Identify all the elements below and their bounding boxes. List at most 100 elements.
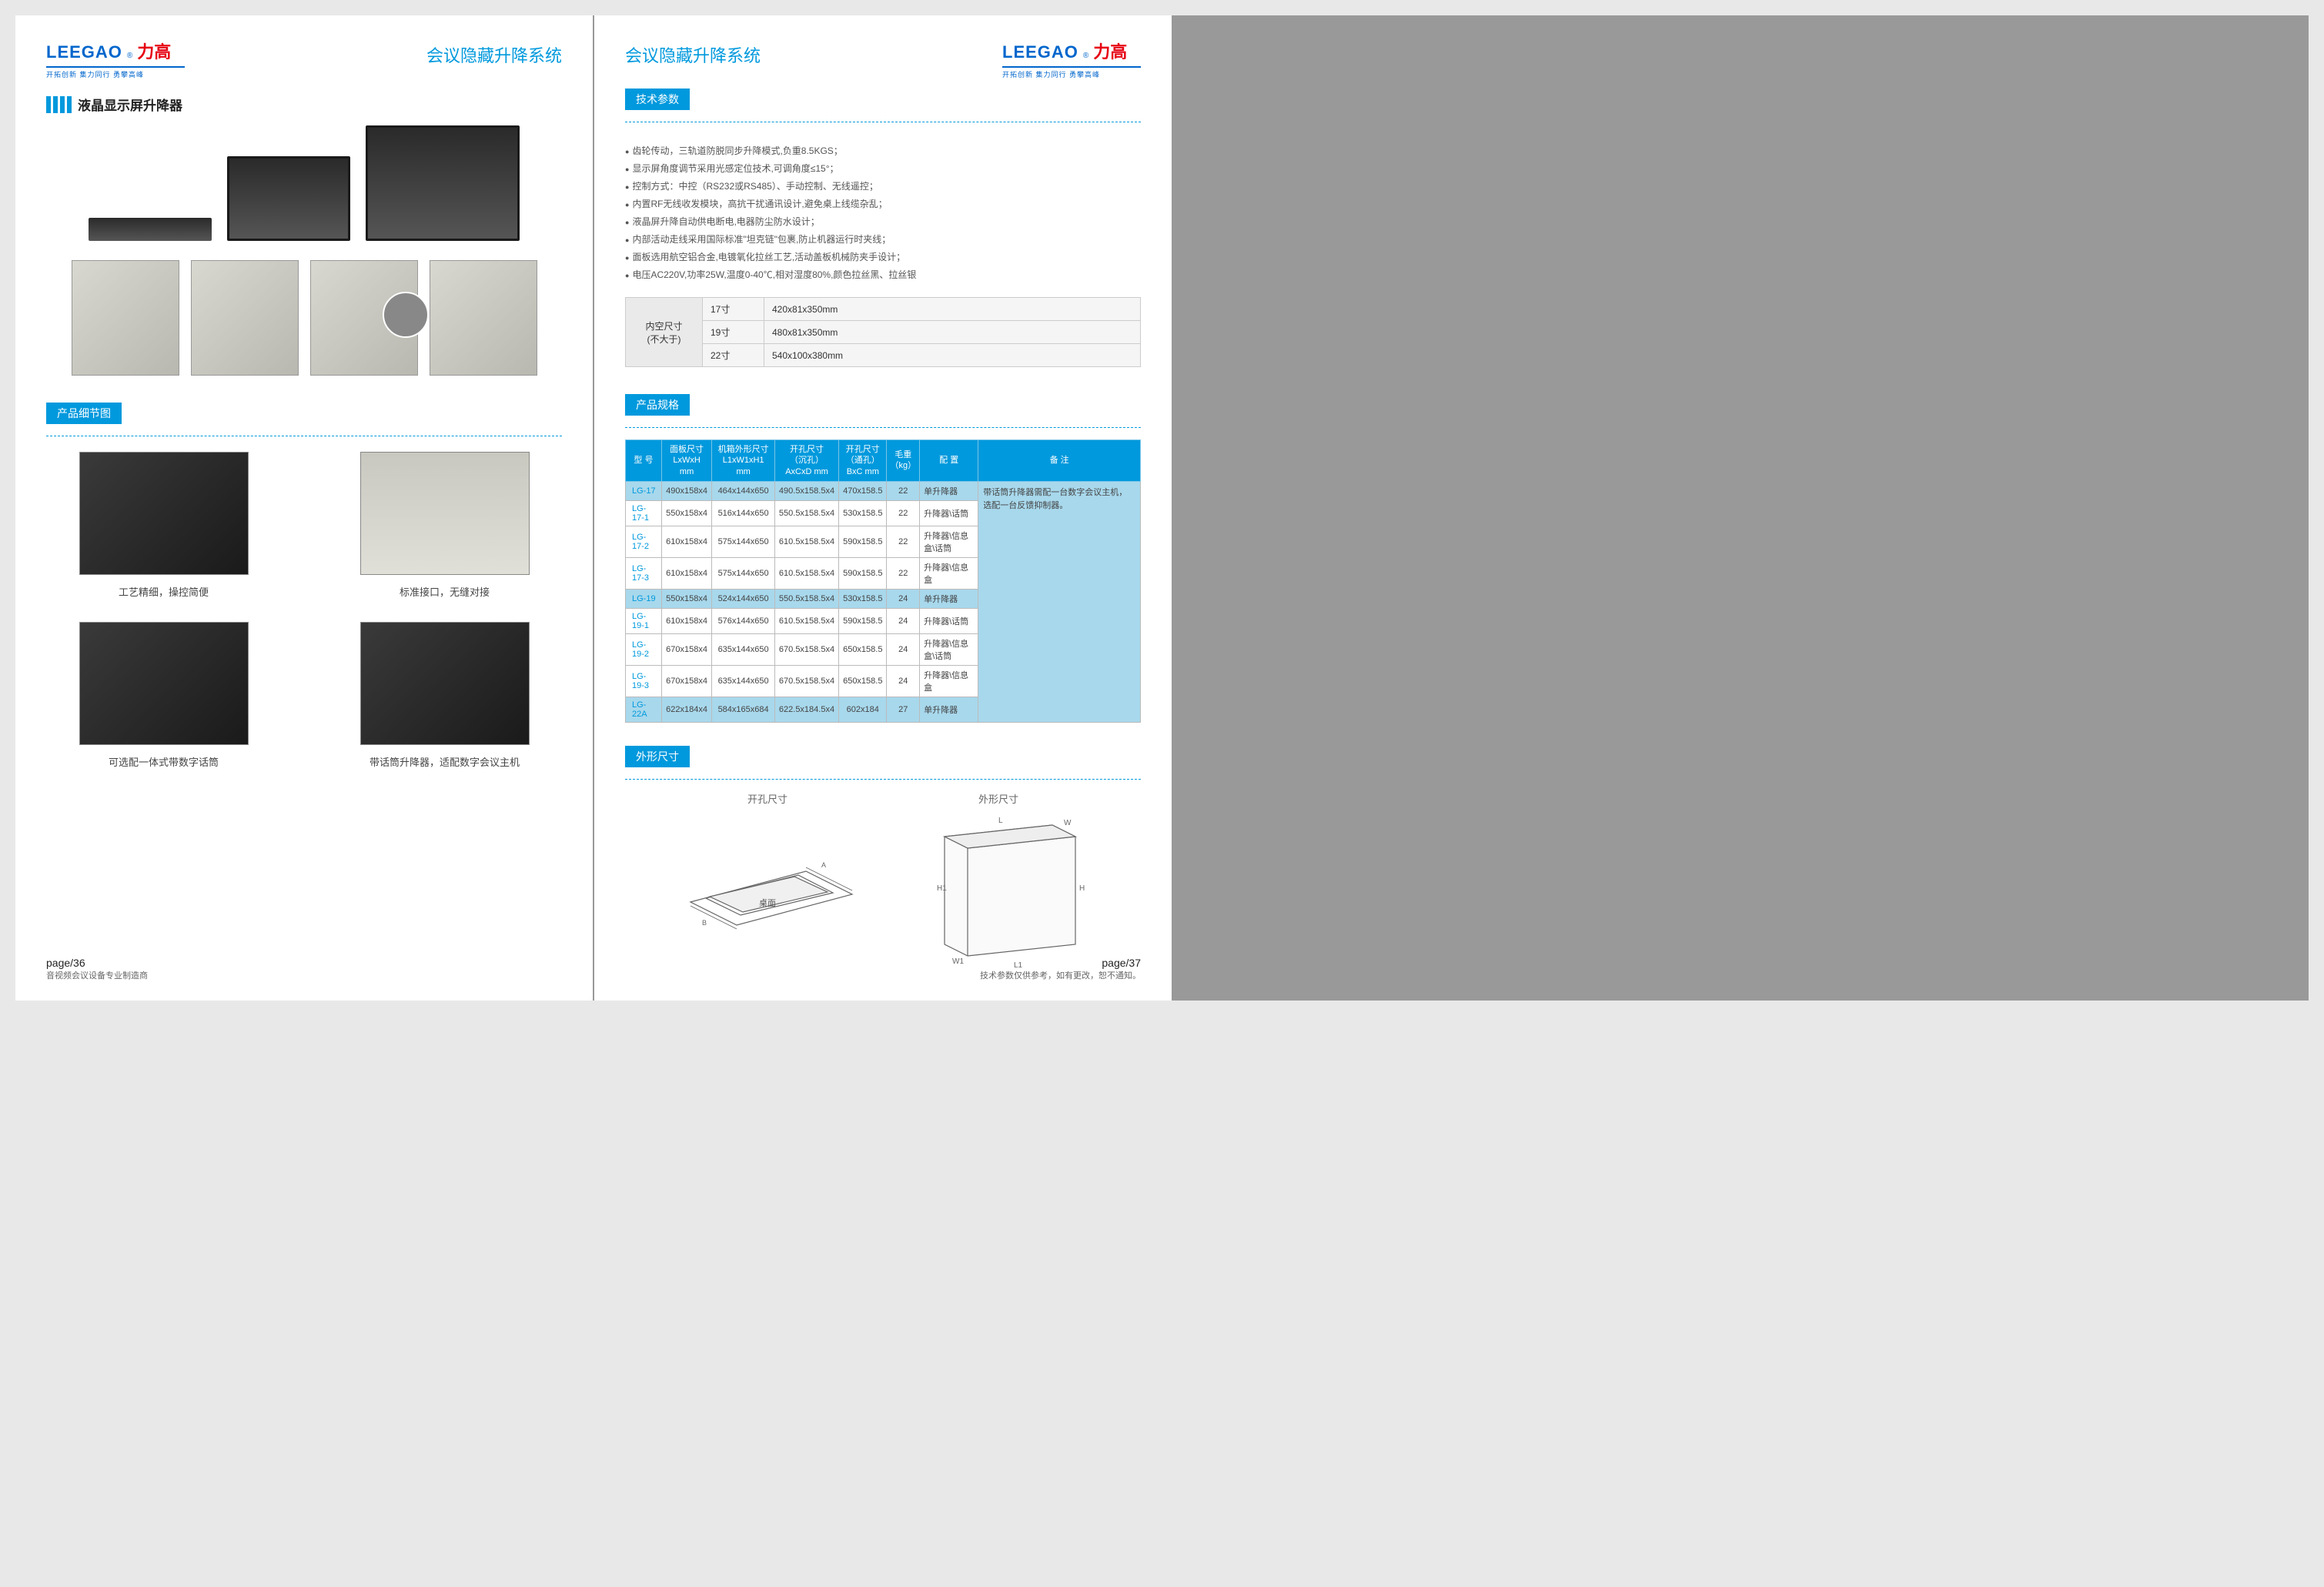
spec-header-cell: 开孔尺寸 （通孔） BxC mm xyxy=(839,440,887,482)
spec-cell: 610x158x4 xyxy=(661,608,711,633)
product-image-open xyxy=(366,125,520,241)
spec-cell: LG-19 xyxy=(626,589,662,608)
spec-cell: 550.5x158.5x4 xyxy=(774,500,838,526)
spec-cell: 635x144x650 xyxy=(712,665,775,697)
svg-text:B: B xyxy=(702,919,707,927)
section-heading-lcd: 液晶显示屏升降器 xyxy=(46,95,562,114)
spec-cell: 575x144x650 xyxy=(712,526,775,557)
detail-item-1: 工艺精细，操控简便 xyxy=(46,452,281,599)
tech-spec-list: 齿轮传动，三轨道防脱同步升降模式,负重8.5KGS；显示屏角度调节采用光感定位技… xyxy=(625,134,1141,291)
svg-text:H1: H1 xyxy=(937,884,947,893)
size-val-0: 420x81x350mm xyxy=(764,298,1141,321)
spec-cell: 670x158x4 xyxy=(661,633,711,665)
size-inch-2: 22寸 xyxy=(703,344,764,367)
hole-diagram-icon: 桌面 A B xyxy=(667,814,868,975)
logo-tagline: 开拓创新 集力同行 勇攀高峰 xyxy=(46,69,562,79)
spec-cell: 650x158.5 xyxy=(839,633,887,665)
spec-cell: 622x184x4 xyxy=(661,697,711,722)
product-image-closed xyxy=(89,218,212,241)
spec-cell: 升降器\信息盒 xyxy=(920,665,978,697)
spec-cell: 524x144x650 xyxy=(712,589,775,608)
footer-text-left: 音视频会议设备专业制造商 xyxy=(46,969,148,981)
detail-caption-4: 带话筒升降器，适配数字会议主机 xyxy=(327,754,562,769)
footer-text-right: 技术参数仅供参考，如有更改，恕不通知。 xyxy=(980,969,1141,981)
dim-hole-title: 开孔尺寸 xyxy=(667,791,868,806)
spec-remark-cell: 带话筒升降器需配一台数字会议主机，选配一台反馈抑制器。 xyxy=(978,481,1141,722)
tech-spec-item: 齿轮传动，三轨道防脱同步升降模式,负重8.5KGS； xyxy=(625,142,1141,159)
footer-left: page/36 音视频会议设备专业制造商 xyxy=(46,957,148,981)
page-right: 会议隐藏升降系统 LEEGAO® 力高 开拓创新 集力同行 勇攀高峰 技术参数 … xyxy=(594,15,1172,1001)
detail-item-2: 标准接口，无缝对接 xyxy=(327,452,562,599)
logo-tagline-r: 开拓创新 集力同行 勇攀高峰 xyxy=(1002,69,1141,79)
spec-cell: LG-17 xyxy=(626,481,662,500)
spec-cell: 升降器\信息盒\话筒 xyxy=(920,526,978,557)
size-label-cell: 内空尺寸 (不大于) xyxy=(626,298,703,367)
svg-text:W: W xyxy=(1064,819,1072,827)
spec-cell: 602x184 xyxy=(839,697,887,722)
tech-spec-item: 面板选用航空铝合金,电镀氧化拉丝工艺,活动盖板机械防夹手设计； xyxy=(625,248,1141,266)
heading-bars-icon xyxy=(46,96,72,113)
desktop-label: 桌面 xyxy=(759,898,776,908)
spec-cell: 升降器\信息盒\话筒 xyxy=(920,633,978,665)
spec-cell: 24 xyxy=(887,589,920,608)
svg-text:H: H xyxy=(1079,884,1085,893)
logo-reg-mark: ® xyxy=(127,52,132,60)
size-inch-1: 19寸 xyxy=(703,321,764,344)
detail-image-ports xyxy=(360,452,530,575)
detail-image-mic xyxy=(79,622,249,745)
detail-caption-3: 可选配一体式带数字话筒 xyxy=(46,754,281,769)
heading-text: 液晶显示屏升降器 xyxy=(78,95,182,114)
spec-cell: 单升降器 xyxy=(920,481,978,500)
spec-cell: 516x144x650 xyxy=(712,500,775,526)
spec-cell: 27 xyxy=(887,697,920,722)
spec-cell: 590x158.5 xyxy=(839,608,887,633)
spec-cell: 490x158x4 xyxy=(661,481,711,500)
spec-cell: 24 xyxy=(887,665,920,697)
spec-header-cell: 型 号 xyxy=(626,440,662,482)
spec-cell: 530x158.5 xyxy=(839,500,887,526)
logo-cn-text: 力高 xyxy=(137,38,171,63)
spec-cell: 单升降器 xyxy=(920,589,978,608)
zoom-circle-icon xyxy=(383,292,429,338)
tech-spec-item: 液晶屏升降自动供电断电,电器防尘防水设计； xyxy=(625,212,1141,230)
spec-cell: 610.5x158.5x4 xyxy=(774,526,838,557)
size-val-1: 480x81x350mm xyxy=(764,321,1141,344)
product-image-half xyxy=(227,156,350,241)
detail-caption-2: 标准接口，无缝对接 xyxy=(327,584,562,599)
spec-cell: 530x158.5 xyxy=(839,589,887,608)
page-title-left-page: 会议隐藏升降系统 xyxy=(426,42,562,67)
spec-header-cell: 毛重 （kg） xyxy=(887,440,920,482)
detail-image-host xyxy=(360,622,530,745)
spec-cell: 550x158x4 xyxy=(661,500,711,526)
product-back-1 xyxy=(72,260,179,376)
spec-cell: 590x158.5 xyxy=(839,557,887,589)
section-label-dim: 外形尺寸 xyxy=(625,746,690,767)
divider-4 xyxy=(625,779,1141,780)
spec-cell: 610x158x4 xyxy=(661,526,711,557)
product-spec-table: 型 号面板尺寸 LxWxH mm机箱外形尺寸 L1xW1xH1 mm开孔尺寸 （… xyxy=(625,439,1141,723)
dimension-drawings: 开孔尺寸 桌面 A B 外形尺寸 xyxy=(625,791,1141,977)
tech-spec-item: 显示屏角度调节采用光感定位技术,可调角度≤15°； xyxy=(625,159,1141,177)
spec-cell: 635x144x650 xyxy=(712,633,775,665)
logo-en-r: LEEGAO xyxy=(1002,42,1078,62)
spec-cell: 24 xyxy=(887,608,920,633)
spec-cell: 550x158x4 xyxy=(661,589,711,608)
footer-right: page/37 技术参数仅供参考，如有更改，恕不通知。 xyxy=(980,957,1141,981)
spec-cell: 22 xyxy=(887,526,920,557)
spec-cell: 575x144x650 xyxy=(712,557,775,589)
page-num-left: page/36 xyxy=(46,957,148,969)
spec-header-cell: 备 注 xyxy=(978,440,1141,482)
logo-underline xyxy=(46,66,185,68)
product-back-row xyxy=(46,260,562,376)
spec-cell: 610.5x158.5x4 xyxy=(774,557,838,589)
dim-outer-title: 外形尺寸 xyxy=(898,791,1098,806)
brand-logo-right: LEEGAO® 力高 开拓创新 集力同行 勇攀高峰 xyxy=(1002,38,1141,79)
spec-cell: 576x144x650 xyxy=(712,608,775,633)
spec-row: LG-17490x158x4464x144x650490.5x158.5x447… xyxy=(626,481,1141,500)
logo-en-text: LEEGAO xyxy=(46,42,122,62)
spec-cell: 650x158.5 xyxy=(839,665,887,697)
spec-cell: 24 xyxy=(887,633,920,665)
spec-cell: LG-17-2 xyxy=(626,526,662,557)
svg-text:L: L xyxy=(998,817,1003,825)
spec-cell: LG-17-1 xyxy=(626,500,662,526)
